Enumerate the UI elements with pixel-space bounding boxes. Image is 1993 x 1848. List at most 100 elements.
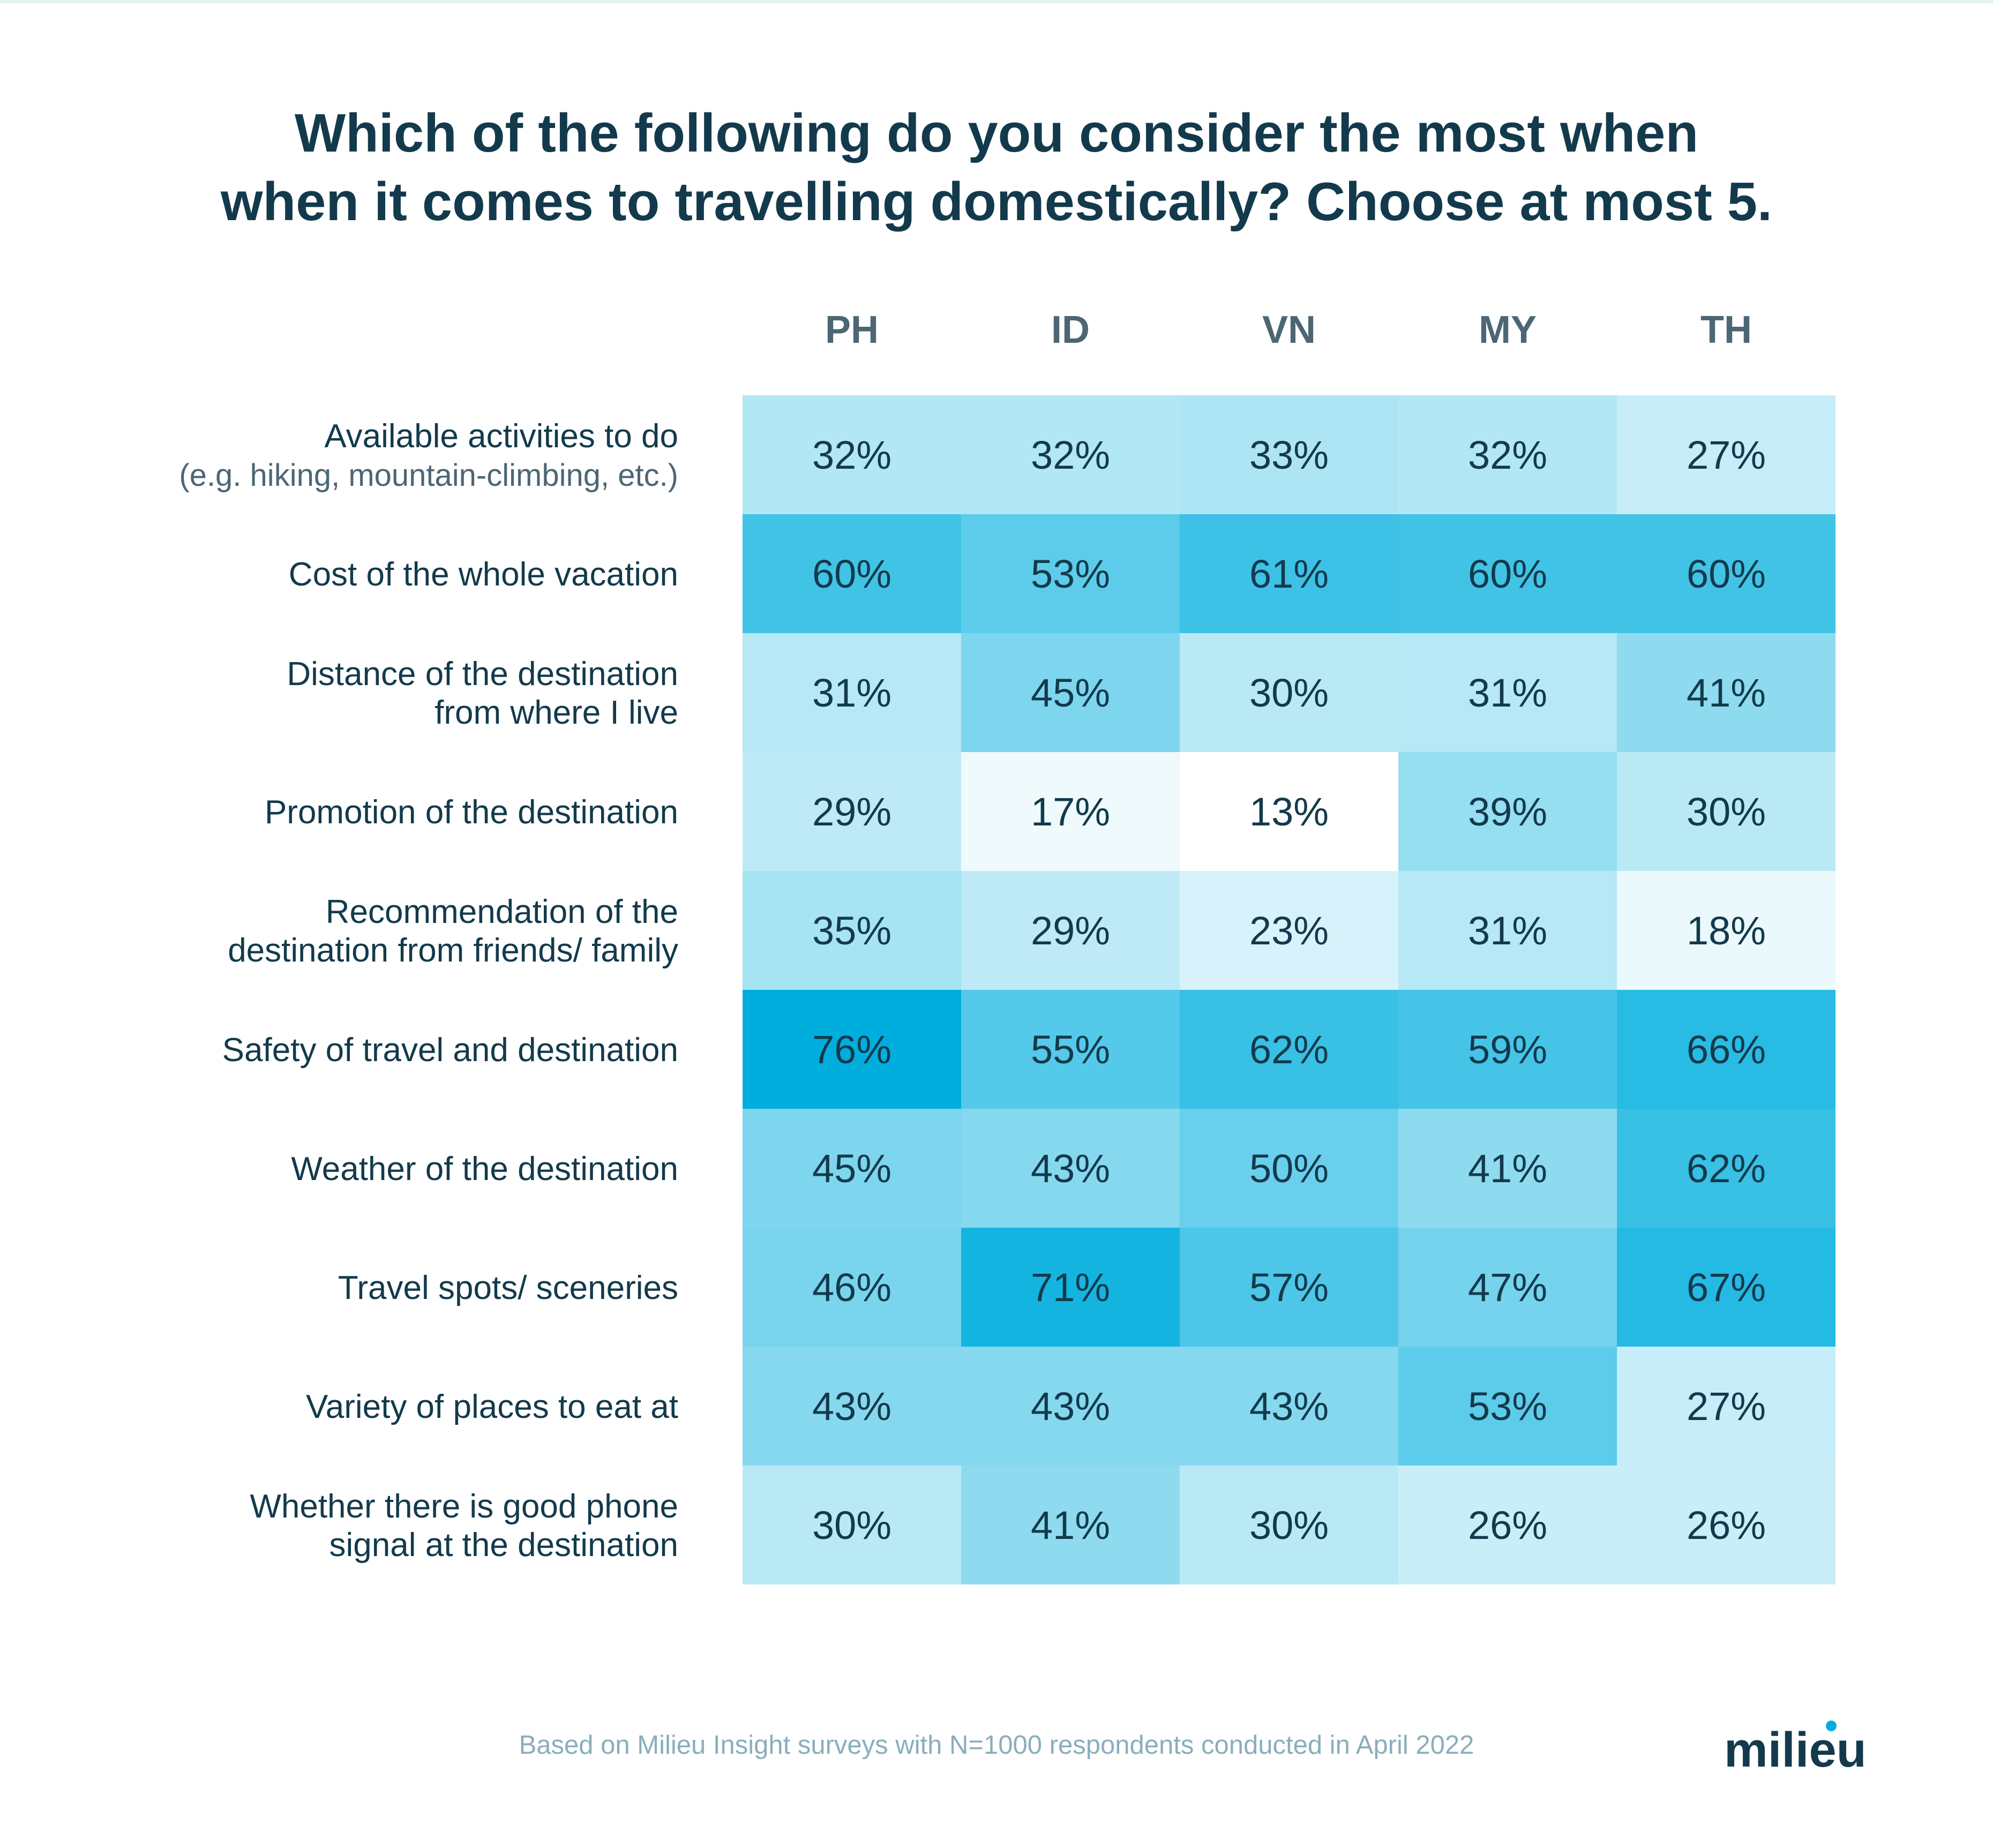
heatmap-cell [743,514,961,633]
cell-value: 41% [1031,1503,1110,1547]
heatmap-cell [743,752,961,871]
heatmap-cell [961,1466,1180,1584]
cell-value: 57% [1249,1265,1329,1310]
column-header-my: MY [1479,309,1537,351]
cell-value: 61% [1249,552,1329,596]
row-label: Promotion of the destination [265,794,678,831]
cell-value: 55% [1031,1027,1110,1072]
cell-value: 17% [1031,790,1110,834]
chart-title-line-2: when it comes to travelling domestically… [220,172,1772,232]
heatmap-cell [961,395,1180,514]
heatmap-cell [1617,1347,1835,1466]
row-label: Whether there is good phone [250,1488,678,1525]
heatmap-cell [743,1347,961,1466]
column-header-vn: VN [1262,309,1316,351]
column-header-ph: PH [825,309,879,351]
heatmap-cell [1180,1228,1398,1347]
heatmap-cell [1180,871,1398,990]
row-sublabel: (e.g. hiking, mountain-climbing, etc.) [179,458,678,493]
row-label: signal at the destination [329,1527,678,1564]
cell-value: 32% [1468,433,1547,477]
heatmap-cell [961,1109,1180,1228]
cell-value: 46% [812,1265,891,1310]
cell-value: 59% [1468,1027,1547,1072]
logo-wordmark: milieu [1724,1723,1867,1777]
heatmap-cell [961,871,1180,990]
row-label: destination from friends/ family [228,932,678,969]
heatmap-cell [1617,990,1835,1109]
cell-value: 30% [1249,671,1329,715]
heatmap-cell [743,1228,961,1347]
heatmap-cell [1617,752,1835,871]
row-label: Variety of places to eat at [306,1388,678,1425]
cell-value: 43% [1031,1384,1110,1429]
column-header-id: ID [1051,309,1090,351]
top-rule [0,0,1993,3]
heatmap-cell [743,395,961,514]
chart-title: Which of the following do you consider t… [0,99,1993,236]
heatmap-cell [1398,514,1617,633]
heatmap-cell [1398,1466,1617,1584]
heatmap-cell [1398,990,1617,1109]
heatmap-cell [1617,1228,1835,1347]
column-header-th: TH [1700,309,1752,351]
cell-value: 45% [1031,671,1110,715]
cell-value: 30% [1687,790,1766,834]
cell-value: 31% [1468,908,1547,953]
heatmap-cell [1398,395,1617,514]
cell-value: 27% [1687,433,1766,477]
heatmap-cell [1180,1347,1398,1466]
heatmap-cell [961,633,1180,752]
cell-value: 13% [1249,790,1329,834]
footnote: Based on Milieu Insight surveys with N=1… [519,1731,1474,1760]
cell-value: 76% [812,1027,891,1072]
cell-value: 41% [1687,671,1766,715]
cell-value: 53% [1031,552,1110,596]
cell-value: 35% [812,908,891,953]
cell-value: 29% [1031,908,1110,953]
cell-value: 43% [1249,1384,1329,1429]
cell-value: 67% [1687,1265,1766,1310]
cell-value: 31% [1468,671,1547,715]
heatmap-cell [1398,1228,1617,1347]
heatmap-cell [1617,633,1835,752]
cell-value: 45% [812,1146,891,1191]
cell-value: 31% [812,671,891,715]
cell-value: 71% [1031,1265,1110,1310]
heatmap-cell [743,633,961,752]
heatmap-cell [1398,1109,1617,1228]
heatmap-cell [1180,1109,1398,1228]
heatmap-cell [1398,871,1617,990]
cell-value: 26% [1687,1503,1766,1547]
heatmap-cell [961,990,1180,1109]
heatmap-cell [1617,395,1835,514]
cell-value: 62% [1249,1027,1329,1072]
cell-value: 27% [1687,1384,1766,1429]
cell-value: 32% [812,433,891,477]
heatmap-cell [743,990,961,1109]
cell-value: 32% [1031,433,1110,477]
cell-value: 29% [812,790,891,834]
heatmap-cell [1617,514,1835,633]
cell-value: 33% [1249,433,1329,477]
heatmap-cell [1617,1109,1835,1228]
cell-value: 60% [1468,552,1547,596]
milieu-logo: milieu [1724,1721,1867,1777]
heatmap-cell [1617,1466,1835,1584]
chart-title-line-1: Which of the following do you consider t… [294,103,1699,163]
row-label: Distance of the destination [287,656,678,693]
cell-value: 43% [1031,1146,1110,1191]
heatmap-cell [743,1466,961,1584]
cell-value: 62% [1687,1146,1766,1191]
logo-dot [1826,1721,1837,1731]
heatmap-cell [1398,633,1617,752]
cell-value: 60% [1687,552,1766,596]
heatmap-cell [961,514,1180,633]
cell-value: 30% [812,1503,891,1547]
row-label: Recommendation of the [326,893,678,930]
cell-value: 66% [1687,1027,1766,1072]
cell-value: 50% [1249,1146,1329,1191]
row-label: Weather of the destination [291,1151,678,1188]
heatmap-chart: PH ID VN MY TH Available activities to do(e.g… [179,309,1835,1584]
cell-value: 47% [1468,1265,1547,1310]
